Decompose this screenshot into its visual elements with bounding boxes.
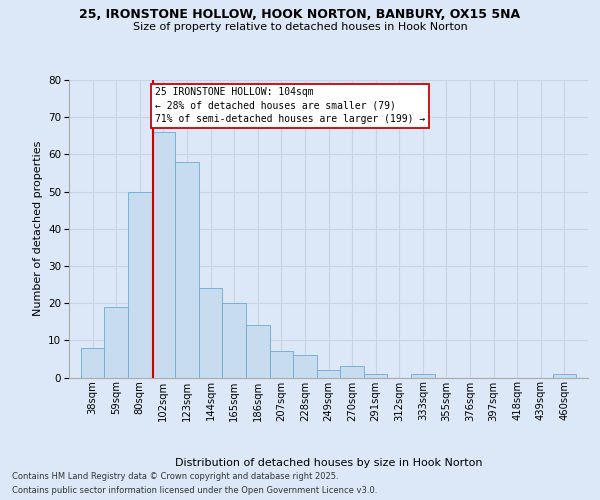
Bar [81,348,104,378]
Bar [364,374,388,378]
Bar [104,307,128,378]
Text: Contains public sector information licensed under the Open Government Licence v3: Contains public sector information licen… [12,486,377,495]
Text: Contains HM Land Registry data © Crown copyright and database right 2025.: Contains HM Land Registry data © Crown c… [12,472,338,481]
Bar [553,374,576,378]
Bar [293,355,317,378]
Bar [340,366,364,378]
Bar [411,374,434,378]
Bar [152,132,175,378]
Y-axis label: Number of detached properties: Number of detached properties [32,141,43,316]
Bar [223,303,246,378]
Bar [317,370,340,378]
Text: Distribution of detached houses by size in Hook Norton: Distribution of detached houses by size … [175,458,482,468]
Bar [128,192,152,378]
Bar [269,352,293,378]
Text: 25 IRONSTONE HOLLOW: 104sqm
← 28% of detached houses are smaller (79)
71% of sem: 25 IRONSTONE HOLLOW: 104sqm ← 28% of det… [155,88,425,124]
Text: Size of property relative to detached houses in Hook Norton: Size of property relative to detached ho… [133,22,467,32]
Text: 25, IRONSTONE HOLLOW, HOOK NORTON, BANBURY, OX15 5NA: 25, IRONSTONE HOLLOW, HOOK NORTON, BANBU… [79,8,521,20]
Bar [246,326,269,378]
Bar [175,162,199,378]
Bar [199,288,223,378]
